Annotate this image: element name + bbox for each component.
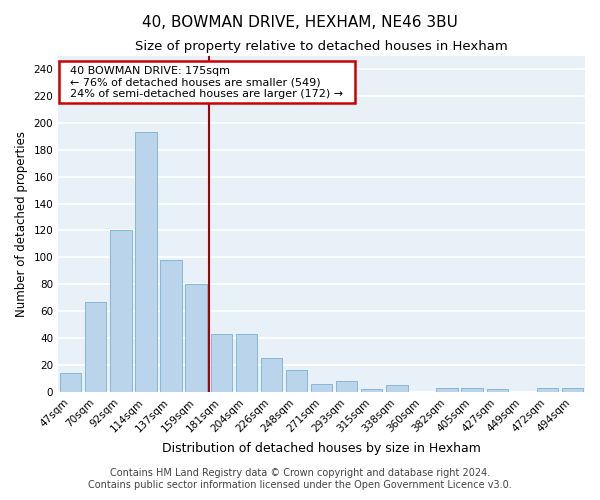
Text: Contains HM Land Registry data © Crown copyright and database right 2024.
Contai: Contains HM Land Registry data © Crown c… — [88, 468, 512, 490]
Bar — [562, 388, 583, 392]
Bar — [211, 334, 232, 392]
Bar — [311, 384, 332, 392]
Text: 40, BOWMAN DRIVE, HEXHAM, NE46 3BU: 40, BOWMAN DRIVE, HEXHAM, NE46 3BU — [142, 15, 458, 30]
Bar — [110, 230, 131, 392]
Y-axis label: Number of detached properties: Number of detached properties — [15, 131, 28, 317]
Bar — [487, 390, 508, 392]
Bar — [136, 132, 157, 392]
Text: 40 BOWMAN DRIVE: 175sqm  
  ← 76% of detached houses are smaller (549)  
  24% o: 40 BOWMAN DRIVE: 175sqm ← 76% of detache… — [64, 66, 350, 99]
Bar — [185, 284, 207, 392]
Bar — [236, 334, 257, 392]
Bar — [537, 388, 558, 392]
Bar — [361, 390, 382, 392]
Bar — [261, 358, 282, 392]
Bar — [60, 373, 82, 392]
Bar — [336, 381, 358, 392]
Bar — [286, 370, 307, 392]
X-axis label: Distribution of detached houses by size in Hexham: Distribution of detached houses by size … — [162, 442, 481, 455]
Bar — [436, 388, 458, 392]
Bar — [85, 302, 106, 392]
Bar — [386, 385, 407, 392]
Title: Size of property relative to detached houses in Hexham: Size of property relative to detached ho… — [135, 40, 508, 53]
Bar — [461, 388, 483, 392]
Bar — [160, 260, 182, 392]
